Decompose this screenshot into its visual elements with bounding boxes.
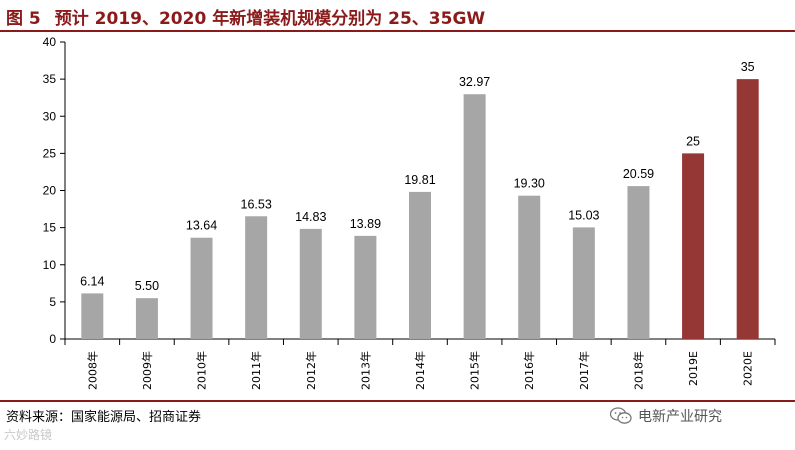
y-tick-label: 10	[43, 258, 57, 272]
x-tick-label: 2015年	[468, 351, 482, 390]
x-tick-label: 2017年	[577, 351, 591, 390]
x-tick-label: 2016年	[522, 351, 536, 390]
data-label: 14.83	[295, 210, 326, 224]
bar	[245, 216, 268, 339]
x-tick-label: 2013年	[358, 351, 372, 390]
data-label: 32.97	[459, 75, 490, 89]
x-tick-label: 2008年	[85, 351, 99, 390]
y-tick-label: 20	[43, 184, 57, 198]
data-label: 19.30	[514, 177, 545, 191]
bar	[518, 195, 541, 339]
x-tick-label: 2018年	[631, 351, 645, 390]
y-tick-label: 0	[49, 332, 56, 346]
bar	[299, 228, 322, 339]
y-tick-label: 40	[43, 35, 57, 49]
bar	[409, 191, 431, 339]
y-tick-label: 30	[43, 109, 57, 123]
bar	[572, 227, 595, 339]
bar	[463, 94, 486, 339]
x-tick-label: 2019E	[687, 351, 700, 386]
y-tick-label: 5	[49, 295, 56, 309]
bar	[354, 235, 377, 339]
title-text: 预计 2019、2020 年新增装机规模分别为 25、35GW	[54, 9, 486, 29]
data-label: 13.64	[186, 219, 217, 233]
data-label: 35	[741, 60, 755, 74]
bar	[627, 186, 650, 339]
bar	[736, 79, 759, 339]
y-tick-label: 25	[43, 146, 57, 160]
x-tick-label: 2011年	[249, 351, 263, 390]
data-label: 15.03	[568, 208, 599, 222]
wechat-icon	[610, 407, 632, 424]
source-note: 资料来源：国家能源局、招商证券	[6, 410, 202, 425]
x-tick-label: 2009年	[140, 351, 154, 390]
bar	[682, 153, 705, 339]
watermark-right: 电新产业研究	[610, 406, 722, 426]
data-label: 13.89	[350, 217, 381, 231]
footer-divider	[0, 400, 795, 402]
data-label: 6.14	[80, 274, 104, 288]
data-label: 16.53	[241, 197, 272, 211]
bar	[81, 293, 104, 339]
bar	[135, 298, 158, 339]
y-tick-label: 35	[43, 72, 57, 86]
x-tick-label: 2010年	[195, 351, 209, 390]
chart-title: 图 5 预计 2019、2020 年新增装机规模分别为 25、35GW	[6, 4, 485, 29]
bar	[190, 237, 213, 339]
title-divider	[0, 30, 795, 32]
watermark-left: 六妙路镜	[4, 428, 53, 442]
data-label: 19.81	[404, 173, 435, 187]
data-label: 25	[686, 134, 700, 148]
watermark-right-text: 电新产业研究	[638, 409, 722, 425]
data-label: 5.50	[135, 279, 159, 293]
figure-number: 图 5	[6, 9, 41, 29]
x-tick-label: 2014年	[413, 351, 427, 390]
data-label: 20.59	[623, 167, 654, 181]
x-tick-label: 2012年	[304, 351, 318, 390]
y-tick-label: 15	[43, 221, 57, 235]
bar-chart: 0 5 10 15 20 25 30 35 40 6.14 2008年 5.50 2009年 13.64 2…	[43, 35, 776, 390]
x-tick-label: 2020E	[742, 351, 755, 386]
